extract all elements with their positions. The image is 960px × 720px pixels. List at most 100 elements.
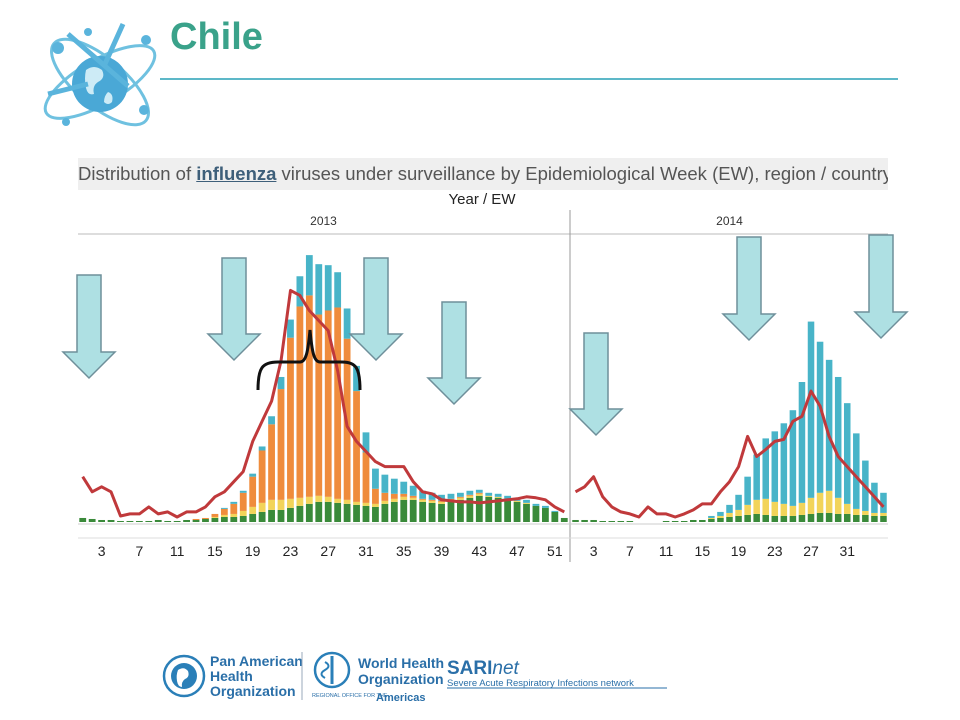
- bar-segment: [372, 468, 379, 489]
- bar-segment: [277, 499, 285, 510]
- bar-segment: [183, 519, 190, 522]
- bar-segment: [880, 515, 887, 522]
- bar-segment: [744, 504, 751, 515]
- bar-segment: [843, 513, 851, 522]
- bar-segment: [239, 515, 247, 522]
- bar-segment: [258, 450, 266, 503]
- bar-segment: [211, 516, 219, 518]
- bar-segment: [541, 507, 549, 522]
- bar-segment: [807, 497, 815, 514]
- bar-segment: [287, 319, 294, 338]
- paho-line-3: Organization: [210, 683, 296, 699]
- bar-segment: [798, 514, 806, 522]
- svg-text:SARInet: SARInet: [447, 658, 520, 679]
- bar-segment: [334, 307, 342, 499]
- brace-annotation: [256, 329, 362, 391]
- bar-segment: [475, 493, 483, 496]
- bar-segment: [409, 485, 417, 496]
- panel-year-label: 2013: [310, 214, 337, 228]
- x-tick-label: 35: [396, 543, 412, 559]
- bar-segment: [853, 433, 860, 509]
- bar-segment: [551, 510, 559, 512]
- x-tick-label: 47: [509, 543, 525, 559]
- bar-segment: [780, 423, 788, 504]
- bar-segment: [753, 454, 760, 500]
- bar-segment: [343, 503, 351, 522]
- bar-segment: [825, 490, 833, 513]
- sarinet-prefix: SARI: [447, 658, 492, 679]
- bar-segment: [324, 265, 332, 311]
- bar-segment: [353, 365, 360, 392]
- x-tick-label: 39: [434, 543, 450, 559]
- bar-segment: [239, 490, 247, 493]
- x-tick-label: 31: [358, 543, 374, 559]
- bar-segment: [438, 503, 445, 522]
- x-tick-label: 31: [839, 543, 855, 559]
- bar-segment: [409, 499, 417, 522]
- bar-segment: [258, 446, 266, 451]
- bar-segment: [192, 518, 200, 520]
- x-tick-label: 51: [547, 543, 563, 559]
- bar-segment: [296, 276, 304, 307]
- arrow-down-icon: [348, 257, 404, 362]
- bar-segment: [798, 502, 806, 515]
- chart-heading-prefix: Distribution of: [78, 163, 197, 184]
- bar-segment: [296, 497, 304, 506]
- bar-segment: [268, 499, 275, 510]
- who-emblem-icon: [313, 651, 351, 689]
- bar-segment: [239, 492, 247, 511]
- bar-segment: [853, 514, 860, 522]
- who-americas: Americas: [376, 692, 426, 704]
- bar-segment: [334, 498, 342, 503]
- x-tick-label: 23: [283, 543, 299, 559]
- bar-segment: [862, 514, 869, 522]
- bar-segment: [117, 520, 124, 522]
- x-tick-label: 27: [320, 543, 336, 559]
- bar-segment: [381, 474, 389, 493]
- bar-segment: [249, 513, 257, 522]
- bar-segment: [735, 515, 742, 522]
- bar-segment: [305, 295, 313, 497]
- bar-segment: [494, 493, 502, 497]
- bar-segment: [494, 497, 502, 522]
- bar-segment: [504, 499, 512, 522]
- line-series: [574, 389, 885, 519]
- bar-segment: [343, 499, 351, 504]
- bar-segment: [843, 503, 851, 514]
- bar-segment: [608, 520, 616, 522]
- x-tick-label: 15: [695, 543, 711, 559]
- bar-segment: [324, 310, 332, 497]
- bar-segment: [780, 515, 788, 522]
- panel-year-label: 2014: [716, 214, 743, 228]
- bar-segment: [230, 503, 238, 514]
- arrow-down-icon: [853, 234, 909, 340]
- bar-segment: [400, 496, 408, 500]
- bar-segment: [599, 520, 606, 522]
- bar-segment: [466, 495, 474, 498]
- bar-segment: [834, 513, 842, 522]
- bar-segment: [485, 492, 493, 496]
- footer-logos: Pan American Health Organization World H…: [162, 651, 667, 704]
- bar-segment: [220, 516, 228, 522]
- x-tick-label: 15: [207, 543, 223, 559]
- arrow-down-icon: [206, 257, 262, 362]
- bar-segment: [428, 499, 436, 501]
- bar-segment: [825, 512, 833, 522]
- bar-segment: [390, 501, 398, 522]
- bar-segment: [789, 505, 797, 516]
- bar-segment: [287, 337, 294, 499]
- bar-segment: [79, 517, 87, 522]
- bar-segment: [230, 516, 238, 522]
- x-tick-label: 3: [590, 543, 598, 559]
- bar-segment: [880, 512, 887, 516]
- bar-segment: [230, 513, 238, 517]
- bar-segment: [762, 514, 769, 522]
- globe-logo: [43, 22, 157, 127]
- who-sub: REGIONAL OFFICE FOR THE: [312, 693, 388, 699]
- bar-segment: [428, 502, 436, 522]
- bar-segment: [753, 513, 760, 522]
- paho-line-1: Pan American: [210, 653, 303, 669]
- x-tick-label: 7: [135, 543, 143, 559]
- bar-segment: [107, 519, 115, 522]
- bar-segment: [871, 512, 878, 516]
